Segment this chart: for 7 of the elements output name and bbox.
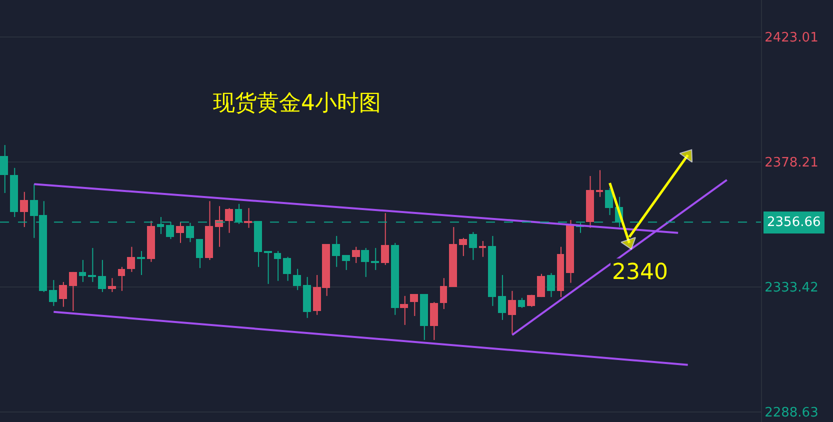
y-tick-label: 2333.42 bbox=[764, 280, 818, 296]
y-tick-label: 2423.01 bbox=[764, 30, 818, 46]
y-tick-label: 2288.63 bbox=[764, 405, 818, 420]
annotation: 2340 bbox=[612, 260, 668, 285]
text: 现货黄金4小时图 bbox=[213, 91, 381, 116]
ref-line-label: 2356.66 bbox=[767, 215, 821, 230]
y-tick-label: 2378.21 bbox=[764, 156, 818, 171]
